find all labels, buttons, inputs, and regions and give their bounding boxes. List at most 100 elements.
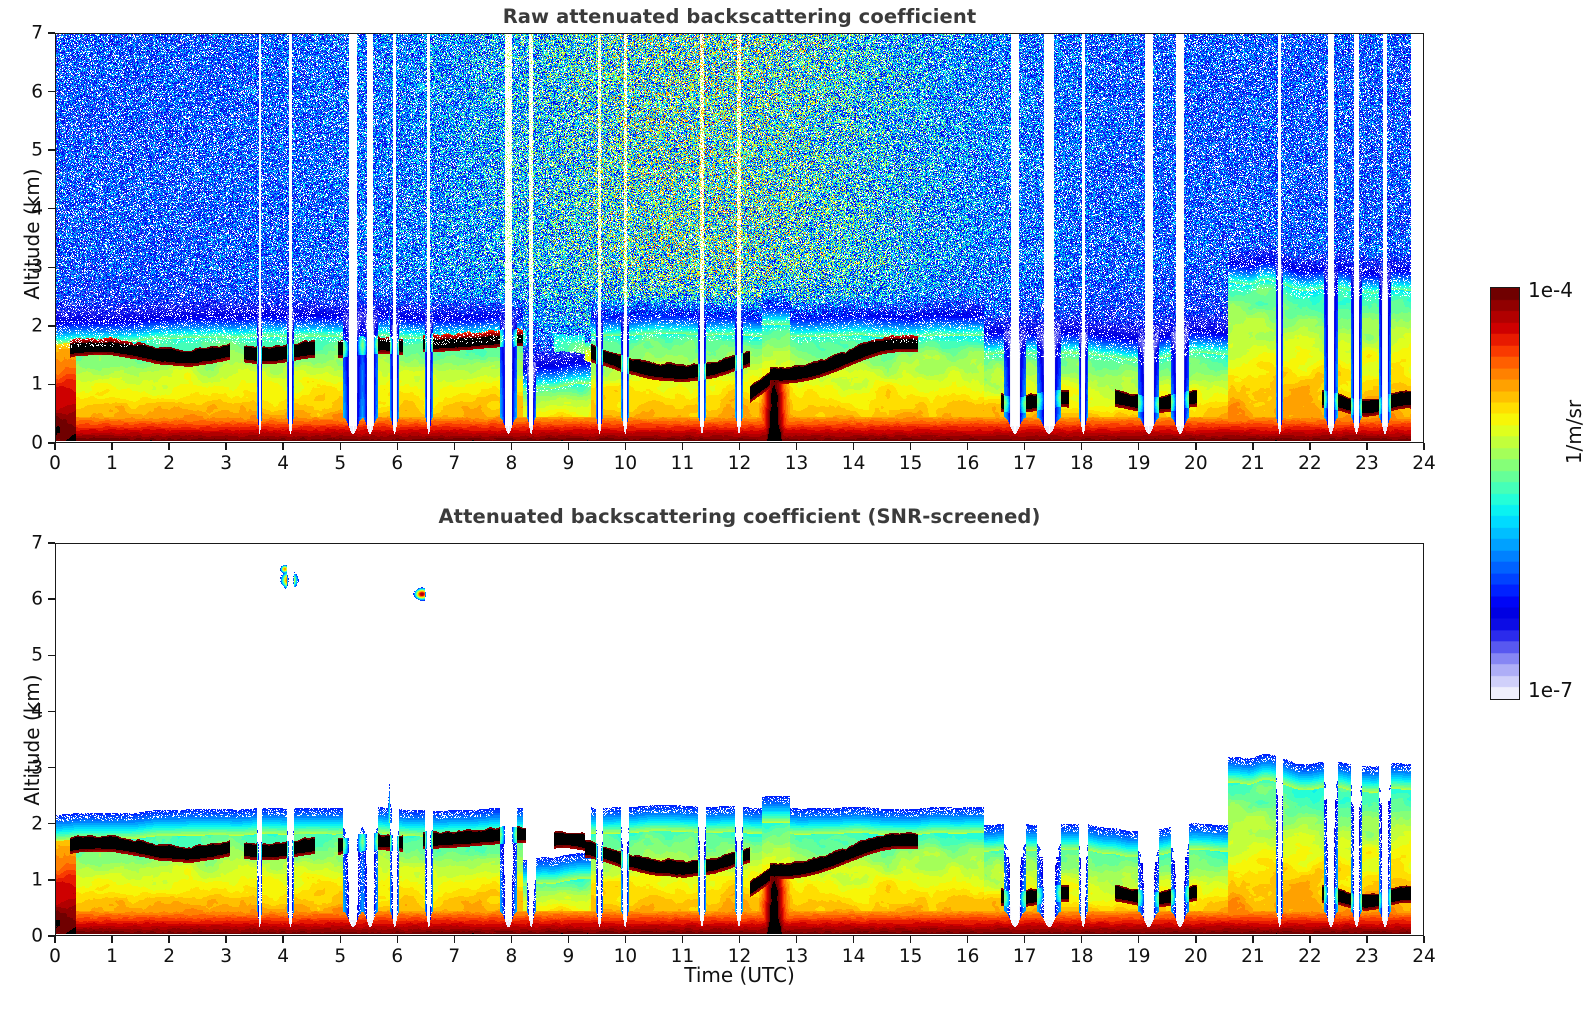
y-tick-mark <box>48 325 55 327</box>
x-tick-label: 5 <box>334 453 347 474</box>
x-tick-mark <box>795 936 798 943</box>
x-tick-mark <box>1195 936 1197 943</box>
x-tick-label: 4 <box>277 946 290 967</box>
x-tick-label: 9 <box>562 946 575 967</box>
x-tick-mark <box>909 936 912 943</box>
x-tick-mark <box>1423 936 1425 943</box>
x-tick-label: 13 <box>784 946 809 967</box>
y-tick-label: 0 <box>31 432 43 454</box>
x-tick-mark <box>1195 443 1197 450</box>
x-tick-label: 12 <box>727 453 752 474</box>
y-tick-label: 3 <box>31 757 43 779</box>
y-tick-mark <box>48 935 55 937</box>
y-tick-mark <box>48 823 55 825</box>
y-tick-mark <box>48 542 55 544</box>
x-tick-mark <box>1366 443 1368 450</box>
y-tick-mark <box>48 766 55 769</box>
x-tick-mark <box>966 936 969 943</box>
y-tick-label: 0 <box>31 925 43 947</box>
heatmap-image-screened <box>56 544 1422 934</box>
heatmap-image-raw <box>56 34 1422 441</box>
x-tick-mark <box>1138 936 1140 943</box>
x-tick-label: 16 <box>955 946 980 967</box>
x-tick-label: 21 <box>1241 946 1265 967</box>
y-tick-label: 4 <box>31 198 43 220</box>
x-tick-mark <box>852 443 855 450</box>
x-tick-mark <box>966 443 969 450</box>
panel-title-screened: Attenuated backscattering coefficient (S… <box>438 505 1041 528</box>
x-tick-label: 22 <box>1298 453 1322 474</box>
colorbar-gradient <box>1490 287 1520 700</box>
x-tick-label: 8 <box>505 453 518 474</box>
x-tick-label: 1 <box>106 946 118 967</box>
x-tick-label: 0 <box>49 453 61 474</box>
y-tick-mark <box>48 383 55 386</box>
x-tick-label: 17 <box>1012 946 1037 967</box>
x-tick-label: 6 <box>391 946 404 967</box>
y-tick-mark <box>48 90 55 93</box>
x-tick-label: 8 <box>505 946 518 967</box>
x-tick-label: 5 <box>334 946 347 967</box>
y-tick-label: 2 <box>31 813 43 835</box>
x-tick-label: 2 <box>163 453 175 474</box>
y-tick-label: 5 <box>31 139 43 161</box>
x-tick-mark <box>1252 936 1254 943</box>
x-tick-mark <box>282 936 284 943</box>
x-tick-mark <box>339 936 341 943</box>
y-tick-label: 1 <box>31 373 43 395</box>
x-tick-label: 10 <box>613 946 638 967</box>
heatmap-panel-screened <box>55 543 1424 936</box>
x-tick-mark <box>453 936 455 943</box>
x-tick-label: 23 <box>1355 453 1379 474</box>
y-tick-label: 5 <box>31 644 43 666</box>
x-tick-mark <box>909 443 912 450</box>
x-tick-label: 6 <box>391 453 404 474</box>
x-axis-label: Time (UTC) <box>684 963 795 987</box>
y-tick-mark <box>48 710 55 713</box>
x-tick-mark <box>1423 443 1425 450</box>
x-tick-label: 1 <box>106 453 118 474</box>
x-tick-mark <box>738 443 741 450</box>
x-tick-mark <box>168 443 170 450</box>
colorbar <box>1490 287 1520 700</box>
colorbar-max-label: 1e-4 <box>1528 278 1573 302</box>
x-tick-mark <box>681 936 684 943</box>
x-tick-label: 2 <box>163 946 175 967</box>
x-tick-mark <box>168 936 170 943</box>
x-tick-mark <box>1138 443 1140 450</box>
x-tick-label: 7 <box>448 453 461 474</box>
x-tick-label: 24 <box>1412 453 1436 474</box>
x-tick-mark <box>738 936 741 943</box>
x-tick-label: 11 <box>670 453 695 474</box>
x-tick-mark <box>396 443 398 450</box>
x-tick-label: 19 <box>1127 453 1151 474</box>
x-tick-label: 21 <box>1241 453 1265 474</box>
x-tick-label: 14 <box>841 453 866 474</box>
colorbar-unit-label: 1/m/sr <box>1562 399 1586 465</box>
x-tick-mark <box>282 443 284 450</box>
x-tick-label: 15 <box>898 946 923 967</box>
x-tick-label: 20 <box>1184 946 1208 967</box>
x-tick-label: 15 <box>898 453 923 474</box>
x-tick-mark <box>567 443 570 450</box>
x-tick-mark <box>111 936 113 943</box>
y-tick-mark <box>48 654 55 656</box>
x-tick-label: 7 <box>448 946 461 967</box>
y-tick-mark <box>48 598 55 600</box>
x-tick-label: 0 <box>49 946 61 967</box>
y-tick-label: 1 <box>31 869 43 891</box>
x-tick-label: 18 <box>1069 946 1094 967</box>
x-tick-mark <box>795 443 798 450</box>
x-tick-mark <box>681 443 684 450</box>
y-tick-label: 6 <box>31 588 43 610</box>
heatmap-panel-raw <box>55 33 1424 443</box>
x-tick-mark <box>1024 443 1026 450</box>
y-tick-label: 3 <box>31 256 43 278</box>
x-tick-mark <box>111 443 113 450</box>
x-tick-label: 3 <box>220 946 233 967</box>
x-tick-label: 16 <box>955 453 980 474</box>
x-tick-label: 10 <box>613 453 638 474</box>
x-tick-label: 23 <box>1355 946 1379 967</box>
x-tick-mark <box>624 443 627 450</box>
